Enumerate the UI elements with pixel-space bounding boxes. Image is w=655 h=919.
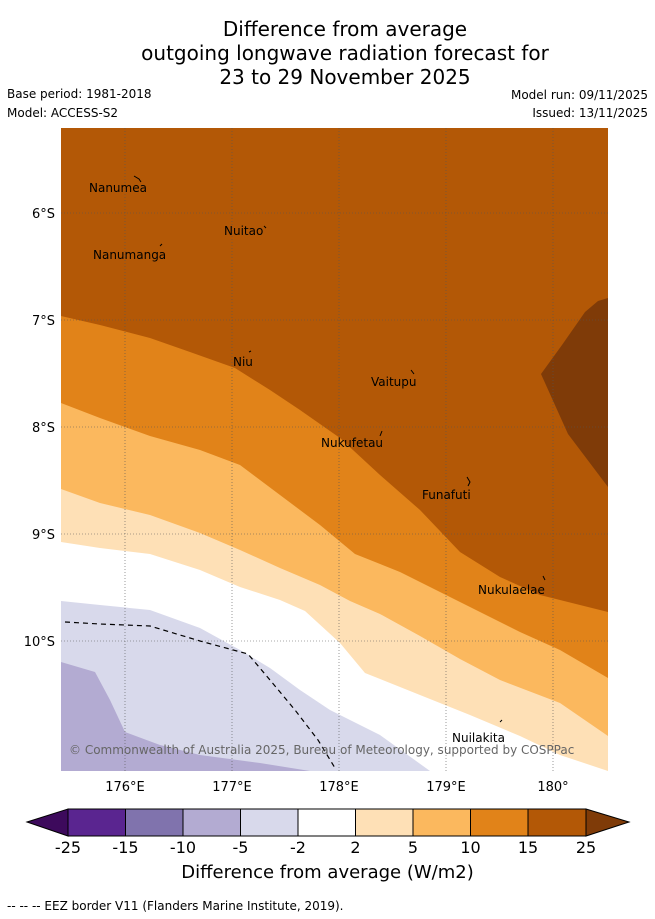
place-nuilakita: Nuilakita: [452, 731, 505, 745]
place-nuitao: Nuitao: [224, 224, 263, 238]
lon-label-176e: 176°E: [105, 780, 145, 795]
island-nuilakita-shape: [499, 719, 503, 723]
colorbar-bin-4: [240, 808, 299, 837]
island-nanumea-shape: [133, 175, 142, 183]
colorbar-bin-1: [67, 808, 126, 837]
colorbar-tick-6: 2: [350, 838, 361, 857]
colorbar-below-arrow: [25, 808, 69, 837]
colorbar-tick-3: -10: [169, 838, 197, 857]
lon-label-178e: 178°E: [319, 780, 359, 795]
island-nukulaelae-shape: [542, 575, 546, 581]
colorbar-title: Difference from average (W/m2): [181, 862, 474, 883]
island-niu-shape: [248, 350, 252, 353]
colorbar-tick-10: 25: [575, 838, 597, 857]
title-line-2: outgoing longwave radiation forecast for: [141, 41, 549, 65]
band-minus5-minus10: [61, 662, 310, 771]
colorbar-tick-8: 10: [460, 838, 481, 857]
colorbar-bin-7: [412, 808, 471, 837]
colorbar-bin-5: [297, 808, 356, 837]
lat-label-9s: 9°S: [32, 528, 55, 543]
model-run: Model run: 09/11/2025: [510, 88, 648, 102]
colorbar-tick-1: -25: [54, 838, 82, 857]
island-funafuti-shape: [466, 476, 471, 487]
place-funafuti: Funafuti: [422, 488, 471, 502]
band-minus2-minus5: [61, 601, 430, 771]
eez-footnote: -- -- -- EEZ border V11 (Flanders Marine…: [7, 899, 344, 913]
title-line-3: 23 to 29 November 2025: [219, 65, 471, 89]
contour-fills: Nanumea Nuitao Nanumanga Niu Vaitupu Nuk…: [61, 128, 608, 771]
place-nanumanga: Nanumanga: [93, 248, 166, 262]
colorbar-tick-9: 15: [517, 838, 539, 857]
latitude-labels: 6°S 7°S 8°S 9°S 10°S: [24, 207, 55, 650]
place-labels: Nanumea Nuitao Nanumanga Niu Vaitupu Nuk…: [89, 181, 545, 745]
island-nanumanga-shape: [159, 243, 163, 247]
title-line-1: Difference from average: [222, 17, 468, 41]
island-vaitupu-shape: [410, 369, 415, 375]
colorbar-tick-4: -5: [232, 838, 249, 857]
lon-label-180: 180°: [537, 780, 568, 795]
lat-label-10s: 10°S: [24, 635, 55, 650]
island-coastlines: [133, 175, 546, 723]
band-25-plus: [541, 298, 608, 487]
lat-label-7s: 7°S: [32, 314, 55, 329]
colorbar-bin-8: [470, 808, 529, 837]
colorbar-tick-5: -2: [290, 838, 306, 857]
colorbar-bin-9: [527, 808, 587, 837]
island-nuitao-shape: [263, 225, 267, 229]
gridlines: [61, 128, 608, 771]
place-niu: Niu: [233, 355, 253, 369]
model-name: Model: ACCESS-S2: [7, 106, 119, 120]
colorbar-bin-6: [355, 808, 414, 837]
issued-date: Issued: 13/11/2025: [532, 106, 648, 120]
colorbar-tick-2: -15: [112, 838, 139, 857]
lon-label-179e: 179°E: [426, 780, 466, 795]
place-nanumea: Nanumea: [89, 181, 147, 195]
island-nukufetau-shape: [379, 430, 383, 437]
place-nukulaelae: Nukulaelae: [478, 583, 545, 597]
colorbar-bin-3: [182, 808, 241, 837]
colorbar-bin-2: [125, 808, 184, 837]
lat-label-6s: 6°S: [32, 207, 55, 222]
chart-title: Difference from average outgoing longwav…: [0, 17, 655, 89]
place-nukufetau: Nukufetau: [321, 436, 383, 450]
place-vaitupu: Vaitupu: [371, 375, 417, 389]
colorbar-tick-7: 5: [407, 838, 419, 857]
base-period: Base period: 1981-2018: [7, 87, 152, 101]
lat-label-8s: 8°S: [32, 421, 55, 436]
longitude-labels: 176°E 177°E 178°E 179°E 180°: [105, 780, 568, 795]
lon-label-177e: 177°E: [212, 780, 252, 795]
colorbar: [25, 808, 631, 837]
colorbar-above-arrow: [585, 808, 631, 837]
copyright-notice: © Commonwealth of Australia 2025, Bureau…: [69, 743, 574, 757]
